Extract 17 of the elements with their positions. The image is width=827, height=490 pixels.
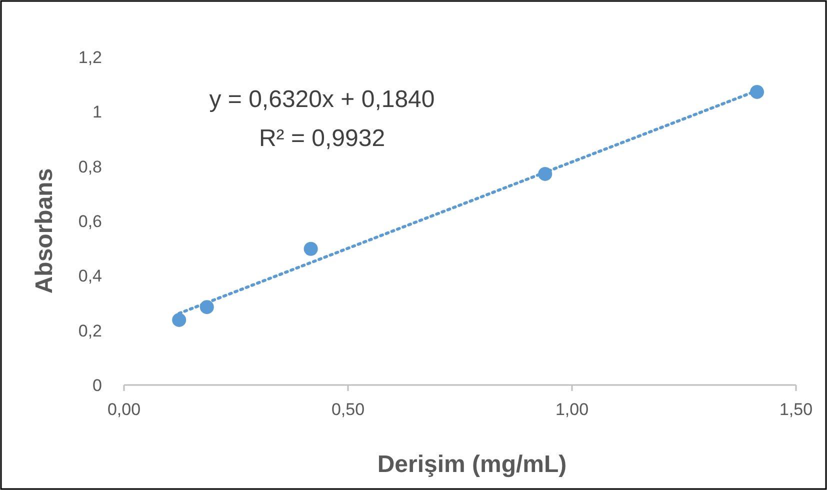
x-tick-label: 1,50 (779, 400, 813, 419)
annotation: R² = 0,9932 (258, 125, 386, 152)
point (304, 242, 318, 256)
y-tick-label: 0 (92, 376, 102, 395)
y-tick-label: 0,6 (78, 212, 102, 231)
x-axis-title: Derişim (mg/mL) (377, 451, 567, 478)
x-tick-label: 0,00 (107, 400, 141, 419)
point (172, 312, 186, 327)
y-tick-label: 0,8 (78, 157, 102, 176)
y-tick-label: 0,2 (78, 321, 102, 340)
y-tick-label: 1,2 (78, 48, 102, 67)
x-tick-label: 1,00 (555, 400, 589, 419)
y-tick-label: 0,4 (78, 266, 102, 286)
annotation: y = 0,6320x + 0,1840 (209, 86, 435, 113)
y-tick-label: 1 (92, 102, 102, 122)
x-tick-label: 0,50 (331, 400, 365, 419)
y-axis-title: Absorbans (31, 168, 58, 294)
